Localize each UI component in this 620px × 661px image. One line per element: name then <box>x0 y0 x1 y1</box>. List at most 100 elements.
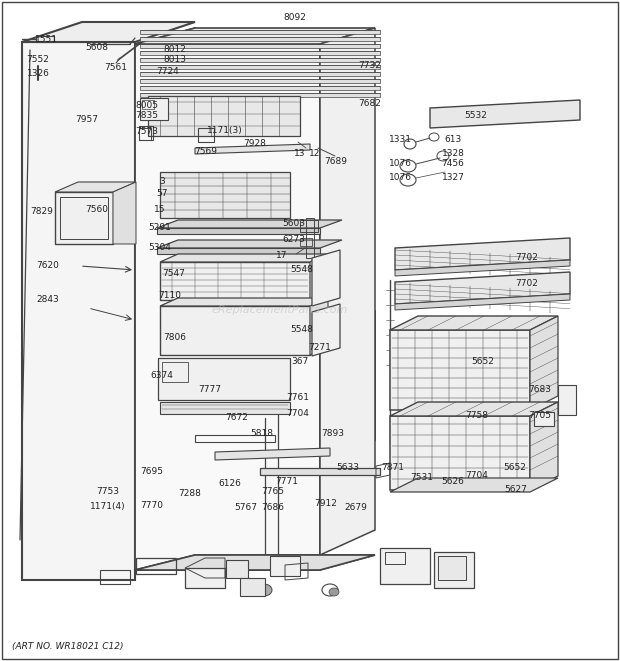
Text: 8092: 8092 <box>283 13 306 22</box>
Polygon shape <box>113 182 136 244</box>
Polygon shape <box>135 44 320 570</box>
Text: 6126: 6126 <box>219 479 241 488</box>
Polygon shape <box>310 254 328 300</box>
Bar <box>36 36 54 42</box>
Text: 7912: 7912 <box>314 498 337 508</box>
Text: 7765: 7765 <box>262 488 285 496</box>
Text: 5652: 5652 <box>472 358 494 366</box>
Text: 7753: 7753 <box>97 488 120 496</box>
Bar <box>136 558 176 574</box>
Text: 5818: 5818 <box>250 430 273 438</box>
Polygon shape <box>395 272 570 304</box>
Polygon shape <box>395 294 570 310</box>
Ellipse shape <box>33 53 43 63</box>
Polygon shape <box>157 228 320 234</box>
Text: 613: 613 <box>445 136 462 145</box>
Text: 7806: 7806 <box>164 334 187 342</box>
Bar <box>185 568 225 588</box>
Text: 1551: 1551 <box>35 36 58 44</box>
Text: 8005: 8005 <box>136 100 159 110</box>
Polygon shape <box>160 298 328 306</box>
Text: 7531: 7531 <box>410 473 433 483</box>
Polygon shape <box>140 79 380 83</box>
Polygon shape <box>135 28 375 44</box>
Text: 5291: 5291 <box>149 223 172 233</box>
Text: 5603: 5603 <box>283 219 306 229</box>
Text: 8013: 8013 <box>164 56 187 65</box>
Polygon shape <box>260 468 380 475</box>
Polygon shape <box>390 330 530 410</box>
Ellipse shape <box>190 150 198 158</box>
Text: 7620: 7620 <box>37 262 60 270</box>
Text: 7758: 7758 <box>466 412 489 420</box>
Polygon shape <box>390 402 558 416</box>
Bar <box>139 128 151 140</box>
Bar <box>380 548 430 584</box>
Polygon shape <box>215 448 330 460</box>
Text: 5767: 5767 <box>234 502 257 512</box>
Polygon shape <box>395 238 570 270</box>
Bar <box>434 552 474 588</box>
Text: 7573: 7573 <box>136 128 159 137</box>
Text: 7456: 7456 <box>441 159 464 169</box>
Text: eReplacementParts.com: eReplacementParts.com <box>212 305 348 315</box>
Text: 7560: 7560 <box>86 206 108 215</box>
Text: 6374: 6374 <box>151 371 174 381</box>
Text: 7777: 7777 <box>198 385 221 395</box>
Text: (ART NO. WR18021 C12): (ART NO. WR18021 C12) <box>12 642 123 652</box>
Bar <box>198 128 214 142</box>
Polygon shape <box>395 260 570 276</box>
Polygon shape <box>390 316 558 330</box>
Polygon shape <box>22 22 195 42</box>
Polygon shape <box>160 254 328 262</box>
Bar <box>300 220 318 232</box>
Polygon shape <box>157 240 342 248</box>
Polygon shape <box>140 58 380 62</box>
Text: 7547: 7547 <box>162 270 185 278</box>
Polygon shape <box>140 65 380 69</box>
Polygon shape <box>270 556 300 576</box>
Bar <box>60 197 108 239</box>
Polygon shape <box>140 51 380 55</box>
Polygon shape <box>157 220 342 228</box>
Bar <box>558 385 576 415</box>
Text: 7704: 7704 <box>466 471 489 479</box>
Text: 7928: 7928 <box>244 139 267 147</box>
Polygon shape <box>148 96 300 136</box>
Text: 5608: 5608 <box>86 44 108 52</box>
Text: 7705: 7705 <box>528 412 552 420</box>
Text: 3: 3 <box>159 178 165 186</box>
Text: 7569: 7569 <box>195 147 218 157</box>
Bar <box>385 552 405 564</box>
Text: 1171(4): 1171(4) <box>90 502 126 510</box>
Text: 5652: 5652 <box>503 463 526 473</box>
Text: 12: 12 <box>309 149 321 157</box>
Text: 7957: 7957 <box>76 116 99 124</box>
Bar <box>438 556 466 580</box>
Text: 13: 13 <box>294 149 306 157</box>
Text: 7288: 7288 <box>179 490 202 498</box>
Polygon shape <box>312 304 340 356</box>
Text: 367: 367 <box>291 358 309 366</box>
Text: 7704: 7704 <box>286 410 309 418</box>
Polygon shape <box>390 416 530 490</box>
Text: 5626: 5626 <box>441 477 464 486</box>
Text: 7702: 7702 <box>516 278 538 288</box>
Polygon shape <box>135 28 195 570</box>
Polygon shape <box>160 402 290 414</box>
Polygon shape <box>140 44 380 48</box>
Polygon shape <box>160 172 290 218</box>
Text: 7702: 7702 <box>516 254 538 262</box>
Text: 6273: 6273 <box>283 235 306 245</box>
Polygon shape <box>140 72 380 76</box>
Bar <box>55 192 113 244</box>
Text: 5548: 5548 <box>291 325 314 334</box>
Polygon shape <box>135 555 375 570</box>
Text: 1326: 1326 <box>27 69 50 79</box>
Polygon shape <box>140 86 380 90</box>
Bar <box>226 560 248 578</box>
Ellipse shape <box>256 584 272 596</box>
Bar <box>240 578 265 596</box>
Polygon shape <box>160 262 310 300</box>
Polygon shape <box>140 93 380 97</box>
